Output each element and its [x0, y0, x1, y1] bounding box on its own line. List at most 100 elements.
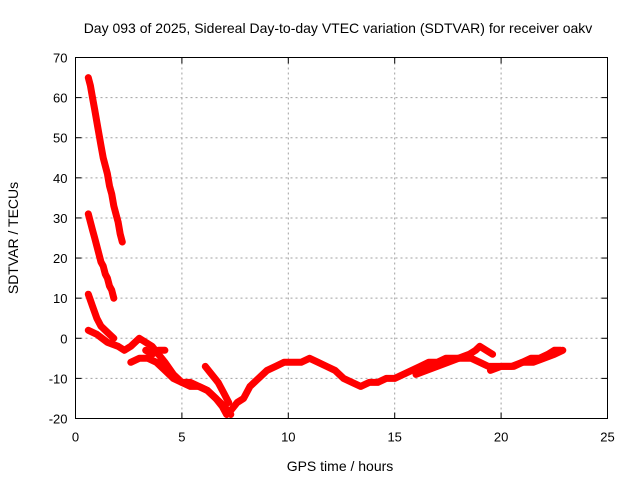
data-point [264, 367, 271, 374]
data-point [551, 351, 558, 358]
x-tick-label: 15 [387, 430, 401, 445]
data-point [136, 335, 143, 342]
data-point [89, 94, 96, 101]
data-point [98, 323, 105, 330]
data-point [106, 182, 113, 189]
data-point [98, 142, 105, 149]
data-point [127, 343, 134, 350]
data-point [281, 359, 288, 366]
data-point [466, 351, 473, 358]
data-point [104, 275, 111, 282]
data-point [221, 403, 228, 410]
data-point [444, 359, 451, 366]
data-point [102, 327, 109, 334]
y-tick-label: 60 [53, 91, 67, 106]
data-point [234, 399, 241, 406]
y-tick-label: 0 [60, 331, 67, 346]
data-point [93, 331, 100, 338]
data-point [136, 355, 143, 362]
data-point [559, 347, 566, 354]
data-point [127, 359, 134, 366]
data-point [119, 239, 126, 246]
data-point [104, 170, 111, 177]
y-tick-label: 70 [53, 51, 67, 66]
data-point [298, 359, 305, 366]
data-point [115, 343, 122, 350]
data-point [391, 375, 398, 382]
data-point [161, 359, 168, 366]
data-point [540, 355, 547, 362]
data-point [161, 347, 168, 354]
data-point [89, 303, 96, 310]
y-tick-labels: -20 -10 0 10 20 30 40 50 60 70 [49, 51, 68, 427]
data-point [366, 379, 373, 386]
data-point [455, 355, 462, 362]
y-tick-label: 50 [53, 131, 67, 146]
series-trace-right [487, 346, 567, 374]
x-axis-label: GPS time / hours [287, 458, 394, 474]
series-trace-secondary [127, 354, 235, 418]
x-tick-label: 10 [281, 430, 295, 445]
data-point [108, 190, 115, 197]
data-point [315, 359, 322, 366]
y-tick-label: 30 [53, 211, 67, 226]
data-point [153, 359, 160, 366]
data-point [423, 367, 430, 374]
data-series [84, 74, 567, 418]
data-point [93, 243, 100, 250]
data-point [102, 271, 109, 278]
series-line [127, 354, 235, 418]
data-point [93, 315, 100, 322]
data-point [221, 391, 228, 398]
data-point [144, 355, 151, 362]
data-point [98, 259, 105, 266]
data-point [508, 363, 515, 370]
data-point [85, 74, 92, 81]
data-point [115, 218, 122, 225]
data-point [170, 375, 177, 382]
data-point [117, 230, 124, 237]
data-point [472, 347, 479, 354]
data-point [374, 379, 381, 386]
data-point [487, 367, 494, 374]
data-point [149, 351, 156, 358]
data-point [155, 347, 162, 354]
y-axis-label: SDTVAR / TECUs [5, 182, 21, 294]
data-point [498, 363, 505, 370]
data-point [108, 287, 115, 294]
data-point [91, 106, 98, 113]
x-tick-label: 0 [72, 430, 79, 445]
data-point [142, 339, 149, 346]
data-point [476, 343, 483, 350]
data-point [383, 375, 390, 382]
y-tick-label: 40 [53, 171, 67, 186]
data-point [349, 379, 356, 386]
data-point [121, 347, 128, 354]
data-point [425, 359, 432, 366]
data-point [212, 395, 219, 402]
data-point [434, 363, 441, 370]
data-point [306, 355, 313, 362]
x-tick-labels: 0 5 10 15 20 25 [72, 430, 615, 445]
data-point [408, 367, 415, 374]
series-trace-bump-6h [201, 362, 233, 406]
series-trace-high [84, 74, 126, 246]
data-point [100, 263, 107, 270]
series-line [142, 346, 169, 358]
data-point [227, 411, 234, 418]
data-point [85, 210, 92, 217]
data-point [202, 363, 209, 370]
plot-frame [75, 57, 608, 419]
data-point [208, 371, 215, 378]
data-point [93, 118, 100, 125]
data-point [142, 347, 149, 354]
data-point [85, 291, 92, 298]
data-point [519, 359, 526, 366]
y-tick-label: 20 [53, 251, 67, 266]
series-trace-bump-4h [142, 346, 169, 358]
data-point [195, 383, 202, 390]
data-point [255, 375, 262, 382]
data-point [110, 202, 117, 209]
data-point [112, 210, 119, 217]
